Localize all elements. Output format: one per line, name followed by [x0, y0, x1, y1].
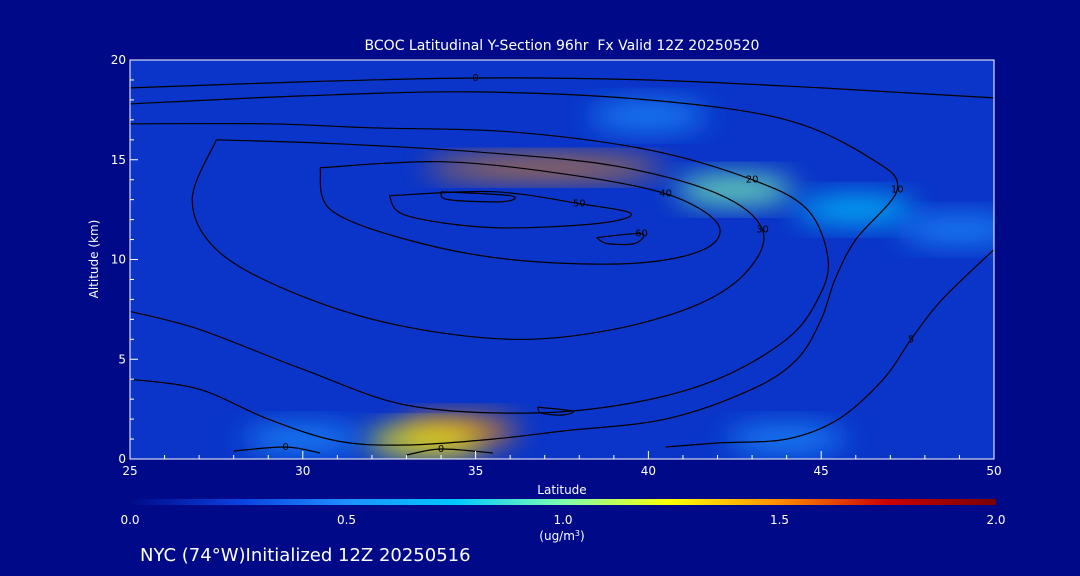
x-tick-label: 50	[986, 464, 1001, 478]
colorbar: 0.0 0.5 1.0 1.5 2.0	[120, 499, 1006, 527]
contour-label: 20	[746, 175, 759, 186]
x-axis: 25 30 35 40 45 50	[122, 451, 1002, 478]
x-tick-label: 35	[468, 464, 483, 478]
contour-line	[130, 77, 994, 99]
colorbar-unit-label: (ug/m3)	[539, 529, 584, 544]
y-tick-label: 15	[111, 153, 126, 167]
contour-label: 10	[891, 185, 904, 196]
plot-area: 0 10 20 30 40 50 60 0 0 5	[129, 59, 995, 460]
colorbar-tick-label: 2.0	[986, 513, 1005, 527]
y-axis: 0 5 10 15 20	[111, 53, 138, 466]
contour-label: 50	[573, 199, 586, 210]
shading-feature	[363, 427, 484, 456]
contour-label: 0	[472, 73, 478, 84]
contour-line	[440, 191, 516, 203]
colorbar-unit-open: (ug/m	[539, 529, 575, 543]
contour-line	[388, 190, 632, 229]
contour-label: 60	[635, 229, 648, 240]
colorbar-tick-label: 1.5	[770, 513, 789, 527]
plot-background	[130, 60, 994, 459]
shading-feature	[674, 175, 795, 204]
x-axis-label: Latitude	[537, 483, 586, 497]
footer-init-text: NYC (74°W)Initialized 12Z 20250516	[140, 545, 471, 566]
y-tick-label: 0	[118, 452, 126, 466]
concentration-shading	[242, 101, 994, 456]
contour-label: 40	[659, 189, 672, 200]
shading-feature	[424, 157, 665, 178]
colorbar-unit-close: )	[580, 529, 585, 543]
contour-line	[665, 249, 994, 448]
x-tick-label: 40	[641, 464, 656, 478]
contour-line	[130, 91, 899, 446]
shading-feature	[242, 425, 363, 454]
contour-line	[406, 448, 493, 456]
contour-line	[130, 122, 830, 414]
y-tick-label: 20	[111, 53, 126, 67]
shading-feature	[588, 101, 709, 130]
contour-label: 0	[282, 442, 288, 453]
y-axis-label: Altitude (km)	[87, 220, 101, 299]
colorbar-tick-label: 0.5	[337, 513, 356, 527]
contour-line	[596, 232, 645, 246]
contour-line	[537, 406, 574, 416]
colorbar-tick-label: 1.0	[553, 513, 572, 527]
colorbar-ramp	[130, 499, 996, 505]
contour-label: 30	[756, 225, 769, 236]
contour-line	[191, 139, 765, 341]
x-tick-label: 45	[814, 464, 829, 478]
shading-feature	[795, 195, 916, 224]
contour-lines: 0 10 20 30 40 50 60 0 0 5	[130, 73, 994, 456]
x-tick-label: 30	[295, 464, 310, 478]
contour-label: 5	[908, 334, 914, 345]
shading-feature	[899, 215, 994, 244]
y-tick-label: 10	[111, 253, 126, 267]
chart-title: BCOC Latitudinal Y-Section 96hr Fx Valid…	[365, 38, 760, 54]
x-tick-label: 25	[122, 464, 137, 478]
contour-label: 0	[438, 444, 444, 455]
colorbar-unit-sup: 3	[575, 529, 580, 538]
colorbar-tick-label: 0.0	[120, 513, 139, 527]
contour-line	[233, 446, 321, 454]
y-tick-label: 5	[118, 352, 126, 366]
contour-line	[319, 160, 721, 265]
